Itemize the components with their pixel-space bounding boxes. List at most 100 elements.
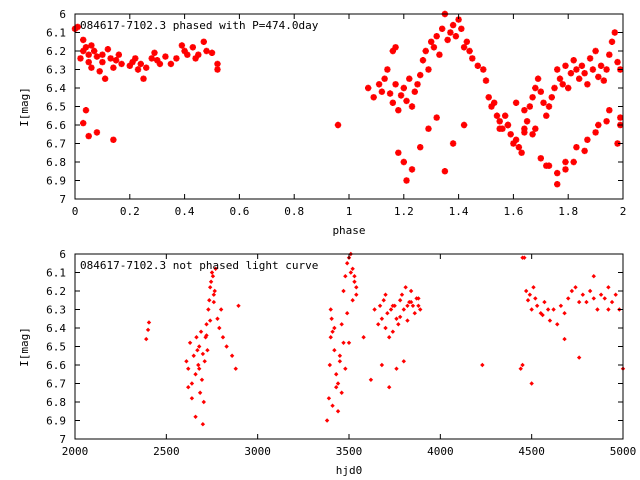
phased-data-point — [428, 38, 435, 45]
phased-data-point — [496, 125, 503, 132]
phased-data-point — [408, 166, 416, 173]
phased-data-point — [482, 77, 490, 84]
unphased-data-point — [204, 322, 209, 327]
unphased-data-point — [386, 385, 392, 390]
unphased-data-point — [210, 274, 216, 279]
unphased-data-point — [580, 292, 586, 297]
phased-data-point — [414, 81, 421, 88]
phased-data-point — [469, 55, 476, 62]
unphased-x-axis-label: hjd0 — [336, 464, 363, 477]
unphased-data-point — [397, 314, 403, 320]
phased-x-tick-label: 0.4 — [175, 205, 195, 218]
unphased-data-point — [208, 279, 214, 284]
unphased-data-point — [576, 299, 582, 305]
phased-data-point — [167, 60, 175, 68]
unphased-data-point — [200, 422, 206, 427]
phased-data-point — [162, 53, 169, 60]
phased-data-point — [88, 42, 95, 49]
phased-data-point — [452, 33, 460, 40]
phased-data-point — [551, 84, 558, 92]
unphased-y-tick-label: 6.9 — [46, 415, 66, 428]
unphased-data-point — [533, 296, 538, 301]
unphased-data-point — [606, 307, 611, 312]
phased-data-point — [403, 177, 410, 184]
phased-y-tick-label: 6.2 — [46, 45, 66, 58]
phased-y-tick-label: 6.7 — [46, 138, 66, 151]
phased-data-point — [203, 47, 210, 55]
unphased-data-point — [416, 296, 421, 301]
unphased-data-point — [146, 320, 152, 325]
unphased-data-point — [410, 303, 416, 308]
phased-y-tick-label: 6.6 — [46, 119, 66, 132]
phased-data-point — [395, 149, 402, 156]
unphased-data-point — [197, 344, 202, 349]
phased-data-point — [406, 75, 413, 82]
phased-data-point — [389, 99, 396, 106]
unphased-data-point — [531, 285, 536, 290]
phased-data-point — [93, 53, 101, 60]
unphased-data-point — [385, 311, 390, 316]
phased-data-point — [554, 169, 561, 177]
unphased-data-point — [547, 318, 553, 323]
phased-data-point — [99, 58, 106, 66]
phased-data-point — [562, 62, 569, 69]
phased-data-point — [192, 55, 199, 62]
unphased-data-point — [390, 303, 396, 308]
unphased-data-point — [555, 322, 560, 327]
unphased-data-point — [386, 335, 392, 340]
unphased-x-ticks: 2000 2500 3000 3500 4000 4500 5000 — [62, 254, 636, 458]
phased-data-point — [370, 94, 377, 101]
phased-x-tick-label: 1 — [346, 205, 353, 218]
phased-data-point — [567, 70, 575, 77]
phased-data-point — [137, 60, 144, 68]
phased-data-point — [411, 88, 418, 95]
unphased-y-tick-label: 6.3 — [46, 304, 66, 317]
unphased-data-point — [394, 316, 399, 321]
phased-data-point — [101, 75, 109, 82]
phased-data-point — [556, 75, 564, 82]
phased-data-point — [562, 166, 569, 173]
phased-data-point — [463, 38, 470, 45]
unphased-data-point — [377, 303, 383, 308]
phased-y-axis-label: I[mag] — [18, 87, 31, 127]
phased-data-point — [392, 44, 399, 51]
unphased-data-point — [399, 292, 405, 297]
unphased-data-point — [191, 353, 196, 358]
phased-data-point — [118, 60, 125, 68]
unphased-x-tick-label: 4000 — [427, 445, 454, 458]
phased-data-point — [132, 55, 139, 62]
phased-data-point — [488, 103, 495, 110]
phased-data-point — [603, 118, 610, 125]
phased-data-point — [441, 168, 449, 175]
unphased-data-point — [379, 316, 385, 321]
unphased-data-point — [236, 303, 241, 308]
unphased-data-point — [390, 329, 396, 334]
unphased-data-point — [576, 355, 582, 360]
unphased-data-point — [613, 292, 618, 297]
phased-data-point — [378, 88, 386, 95]
phased-data-point — [151, 49, 158, 56]
phased-data-point — [504, 121, 512, 129]
unphased-data-point — [361, 335, 366, 340]
unphased-y-ticks: 6 6.1 6.2 6.3 6.4 6.5 6.6 6.7 6.8 6.9 7 — [46, 248, 623, 446]
unphased-data-point — [187, 340, 193, 345]
phased-y-tick-label: 7 — [59, 193, 66, 206]
unphased-data-point — [408, 288, 414, 294]
phased-data-point — [537, 88, 544, 95]
phased-data-point — [554, 181, 561, 188]
unphased-data-point — [383, 292, 388, 297]
unphased-data-point — [545, 307, 551, 312]
phased-data-point — [80, 119, 87, 127]
phased-data-point — [606, 51, 613, 58]
phased-data-point — [521, 107, 528, 114]
unphased-y-tick-label: 6.2 — [46, 285, 66, 298]
phased-data-point — [460, 121, 468, 129]
phased-data-point — [91, 47, 98, 55]
unphased-data-point — [341, 340, 346, 345]
phased-data-point — [82, 107, 90, 114]
phased-data-point — [74, 23, 81, 31]
phased-data-point — [96, 68, 103, 75]
phased-data-point — [611, 29, 618, 36]
phased-data-point — [529, 94, 536, 101]
